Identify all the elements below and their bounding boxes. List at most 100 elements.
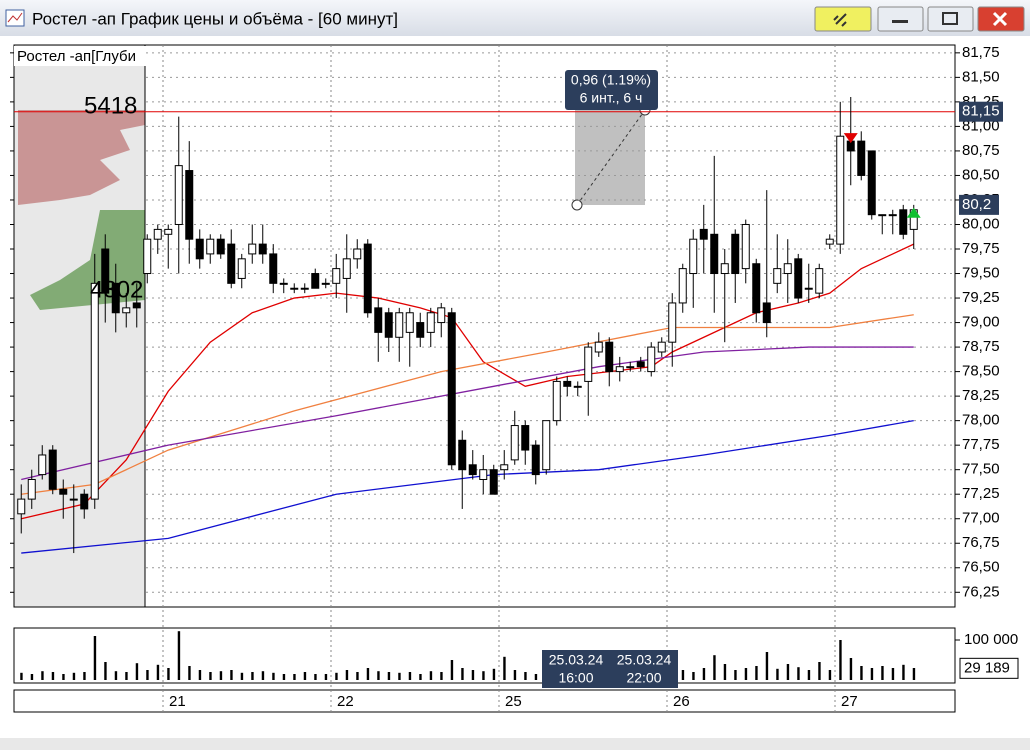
volume-bar — [902, 664, 905, 680]
volume-bar — [692, 672, 695, 680]
candle-body — [48, 449, 57, 490]
candle-body — [321, 282, 330, 285]
window-title: Ростел -ап График цены и объёма - [60 ми… — [32, 9, 398, 28]
candle-body — [426, 312, 435, 333]
volume-bar — [429, 671, 433, 680]
profile-label: 5418 — [84, 92, 137, 119]
volume-bar — [702, 668, 706, 680]
y-tick-label: 77,00 — [962, 510, 1000, 527]
volume-bar — [41, 671, 44, 680]
y-tick-label: 81,50 — [962, 68, 1000, 85]
cursor-date: 22:00 — [626, 670, 661, 686]
candle-body — [27, 478, 36, 500]
candle-body — [710, 233, 719, 275]
measure-text: 6 инт., 6 ч — [580, 90, 643, 106]
candle-body — [552, 380, 561, 422]
candle-body — [626, 366, 635, 369]
volume-bar — [20, 672, 23, 680]
y-tick-label: 76,50 — [962, 559, 1000, 576]
candle-body — [636, 361, 645, 368]
volume-bar — [251, 672, 254, 680]
minimize-icon — [892, 20, 908, 23]
volume-bar — [198, 670, 202, 680]
candle-body — [510, 425, 519, 461]
candle-body — [804, 287, 813, 290]
candle-body — [563, 380, 572, 387]
volume-bar — [30, 674, 34, 680]
volume-bar — [335, 672, 338, 680]
y-tick-label: 80,00 — [962, 215, 1000, 232]
volume-bar — [156, 664, 160, 680]
candle-body — [300, 287, 309, 290]
x-tick-label: 21 — [169, 693, 186, 710]
volume-bar — [177, 631, 181, 680]
y-tick-label: 77,50 — [962, 461, 1000, 478]
link-button[interactable] — [814, 6, 872, 32]
candle-body — [447, 312, 456, 466]
candle-body — [395, 312, 404, 338]
price-panel — [13, 44, 956, 608]
volume-bar — [240, 672, 244, 680]
instrument-label-bg — [14, 46, 146, 66]
y-tick-label: 76,75 — [962, 534, 1000, 551]
y-tick-label: 76,25 — [962, 583, 1000, 600]
volume-bar — [51, 672, 55, 680]
volume-bar — [303, 672, 307, 680]
volume-bar — [440, 672, 443, 680]
volume-bar — [125, 672, 128, 680]
instrument-label: Ростел -ап[Глуби — [17, 48, 136, 65]
volume-bar — [534, 674, 538, 680]
candle-body — [405, 312, 414, 333]
moving-average — [21, 314, 914, 495]
candle-body — [153, 228, 162, 240]
candle-body — [720, 263, 729, 275]
volume-bar — [209, 672, 212, 680]
last-price-label: 80,2 — [962, 196, 991, 213]
y-tick-label: 79,50 — [962, 264, 1000, 281]
volume-bar — [524, 672, 527, 680]
candle-body — [783, 263, 792, 275]
volume-bar — [261, 671, 265, 680]
volume-bar — [681, 670, 685, 680]
measure-handle[interactable] — [571, 199, 583, 211]
volume-bar — [786, 664, 790, 680]
volume-bar — [860, 666, 863, 680]
candle-body — [279, 282, 288, 285]
candle-body — [311, 273, 320, 289]
candle-body — [227, 243, 236, 284]
volume-bar — [83, 672, 86, 680]
candle-body — [69, 498, 78, 501]
candle-body — [888, 214, 897, 217]
volume-bar — [314, 674, 317, 680]
maximize-button[interactable] — [927, 6, 974, 32]
candle-body — [111, 282, 120, 314]
volume-bar — [839, 640, 842, 680]
candle-body — [143, 238, 152, 275]
volume-bar — [503, 656, 506, 680]
candle-body — [59, 488, 68, 495]
minimize-button[interactable] — [877, 6, 924, 32]
scrollbar[interactable] — [0, 738, 1030, 750]
cursor-date-bg — [610, 650, 678, 688]
profile-sell — [18, 110, 145, 205]
candle-body — [752, 263, 761, 314]
volume-bar — [828, 670, 832, 680]
y-tick-label: 79,00 — [962, 314, 1000, 331]
volume-bar — [513, 670, 517, 680]
candle-body — [605, 341, 614, 373]
candle-body — [867, 150, 876, 216]
volume-bar — [776, 668, 779, 680]
volume-bar — [62, 674, 65, 680]
candle-body — [363, 243, 372, 314]
volume-bar — [230, 670, 233, 680]
y-tick-label: 80,75 — [962, 142, 1000, 159]
x-tick-label: 27 — [841, 693, 858, 710]
volume-bar — [482, 671, 485, 680]
volume-bar — [188, 666, 191, 680]
candle-body — [122, 307, 131, 314]
volume-bar — [713, 655, 716, 680]
date-axis — [13, 689, 956, 713]
cursor-date-bg — [542, 650, 610, 688]
